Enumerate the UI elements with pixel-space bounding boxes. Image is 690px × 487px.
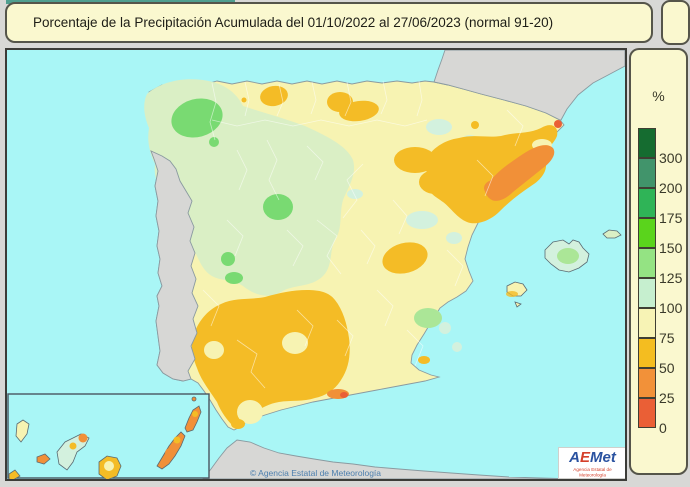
precip-hole xyxy=(282,332,308,354)
legend-swatch xyxy=(638,248,656,278)
aemet-logo-subtext: Agencia Estatal de Meteorología xyxy=(573,467,612,479)
top-right-panel xyxy=(661,0,690,45)
legend-label: 200 xyxy=(659,180,683,196)
precip-blob xyxy=(263,194,293,220)
precip-blob xyxy=(439,322,451,334)
precip-blob xyxy=(225,272,243,284)
legend-swatch xyxy=(638,338,656,368)
precip-blob xyxy=(221,252,235,266)
legend-swatch xyxy=(638,218,656,248)
tenerife-island xyxy=(56,433,90,471)
precip-blob xyxy=(231,419,245,429)
legend-panel: % 300 200 175 150 125 100 75 50 25 0 xyxy=(629,48,688,475)
precip-blob xyxy=(426,119,452,135)
precip-blob xyxy=(104,461,114,471)
legend-label: 175 xyxy=(659,210,683,226)
legend-label: 150 xyxy=(659,240,683,256)
precip-hole xyxy=(204,341,224,359)
la-gomera-island xyxy=(8,469,21,479)
precip-blob xyxy=(446,232,462,244)
el-hierro-island xyxy=(36,453,51,465)
precip-blob xyxy=(414,308,442,328)
legend-label: 25 xyxy=(659,390,675,406)
map-title-panel: Porcentaje de la Precipitación Acumulada… xyxy=(5,2,653,43)
precip-blob xyxy=(192,411,198,417)
precipitation-map: © Agencia Estatal de Meteorología AEMet … xyxy=(5,48,627,481)
precip-blob xyxy=(241,97,247,103)
precip-blob xyxy=(69,442,77,450)
legend-label: 300 xyxy=(659,150,683,166)
province-borders xyxy=(202,80,524,389)
legend-label: 0 xyxy=(659,420,667,436)
precip-region-south-gold xyxy=(191,290,350,428)
aemet-logo: AEMet Agencia Estatal de Meteorología xyxy=(559,448,625,479)
france-landmass xyxy=(433,50,625,121)
legend-swatch xyxy=(638,188,656,218)
precip-blob xyxy=(340,392,348,398)
precip-blob xyxy=(173,436,181,444)
precip-blob xyxy=(347,189,363,199)
legend-swatch xyxy=(638,308,656,338)
precip-blob xyxy=(471,121,479,129)
legend-label: 75 xyxy=(659,330,675,346)
legend-swatch xyxy=(638,158,656,188)
precip-blob xyxy=(557,248,579,264)
copyright-attribution: © Agencia Estatal de Meteorología xyxy=(250,468,382,478)
canary-inset xyxy=(7,393,210,479)
legend-label: 50 xyxy=(659,360,675,376)
africa-landmass xyxy=(202,439,625,479)
la-palma-island xyxy=(15,419,30,443)
legend-swatch xyxy=(638,128,656,158)
precip-blob xyxy=(418,356,430,364)
la-graciosa-island xyxy=(191,396,197,402)
legend-swatch xyxy=(638,368,656,398)
precip-blob xyxy=(78,433,88,443)
precip-blob xyxy=(419,170,451,194)
aemet-wordmark: AEMet xyxy=(569,449,616,466)
map-title: Porcentaje de la Precipitación Acumulada… xyxy=(33,15,554,30)
legend-unit-label: % xyxy=(652,88,665,104)
precip-blob xyxy=(484,180,504,196)
precip-blob xyxy=(452,342,462,352)
map-canvas xyxy=(7,50,625,479)
precip-hole xyxy=(237,400,263,424)
legend-label: 125 xyxy=(659,270,683,286)
legend-swatch xyxy=(638,398,656,428)
precip-blob xyxy=(406,211,438,229)
precip-blob xyxy=(554,120,562,128)
formentera-island xyxy=(514,301,522,308)
legend-swatch xyxy=(638,278,656,308)
precip-blob xyxy=(209,137,219,147)
menorca-island xyxy=(602,229,622,239)
precip-blob xyxy=(382,242,428,274)
precip-blob xyxy=(171,98,223,138)
precip-blob xyxy=(165,448,175,458)
legend-label: 100 xyxy=(659,300,683,316)
precip-blob xyxy=(506,291,518,297)
portugal-landmass xyxy=(150,150,199,382)
